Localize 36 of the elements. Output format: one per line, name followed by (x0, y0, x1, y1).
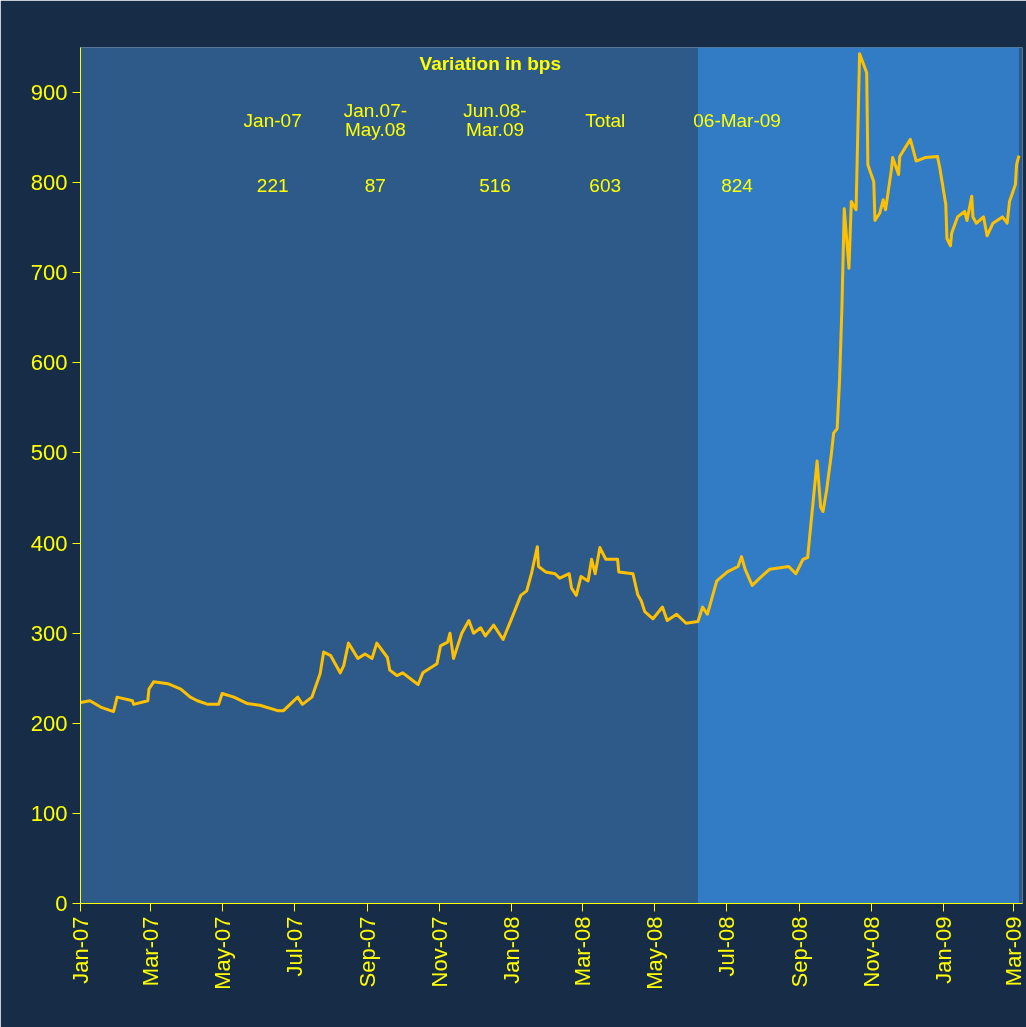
x-tick-label: Nov-08 (858, 916, 884, 988)
annotation: 824 (721, 174, 754, 196)
annotation: 06-Mar-09 (693, 109, 781, 131)
annotation: 603 (589, 174, 622, 196)
x-tick-label: Mar-07 (137, 916, 163, 987)
x-tick-label: May-07 (209, 916, 235, 990)
y-tick-label: 200 (30, 710, 68, 736)
x-tick-label: Mar-09 (1000, 916, 1026, 987)
x-tick-label: Mar-08 (569, 916, 595, 987)
annotation: Total (585, 109, 626, 131)
y-tick-label: 800 (30, 170, 68, 196)
x-tick-label: May-08 (641, 916, 667, 990)
y-tick-label: 100 (30, 800, 68, 826)
annotation: Jan-07 (243, 109, 302, 131)
annotation: Variation in bps (419, 53, 562, 75)
annotation: Jun.08- Mar.09 (463, 100, 527, 141)
annotation: 221 (256, 174, 289, 196)
annotation: 516 (479, 174, 511, 196)
annotation: Jan.07- May.08 (343, 100, 408, 141)
annotation: 87 (364, 174, 386, 196)
x-tick-label: Nov-07 (426, 916, 452, 988)
x-tick-label: Jul-08 (713, 916, 739, 977)
y-tick-label: 0 (55, 891, 68, 916)
x-tick-label: Jan-09 (930, 916, 956, 984)
y-tick-label: 600 (30, 350, 68, 376)
y-tick-label: 500 (30, 440, 68, 466)
x-tick-label: Jul-07 (281, 916, 307, 977)
x-tick-label: Jan-07 (68, 916, 93, 984)
x-tick-label: Sep-08 (786, 916, 812, 988)
line-series (80, 52, 1021, 714)
y-tick-label: 300 (30, 620, 68, 646)
x-tick-label: Sep-07 (354, 916, 380, 988)
y-tick-label: 700 (30, 260, 68, 286)
x-tick-label: Jan-08 (498, 916, 524, 984)
y-tick-label: 400 (30, 530, 68, 556)
y-tick-label: 900 (30, 80, 68, 106)
